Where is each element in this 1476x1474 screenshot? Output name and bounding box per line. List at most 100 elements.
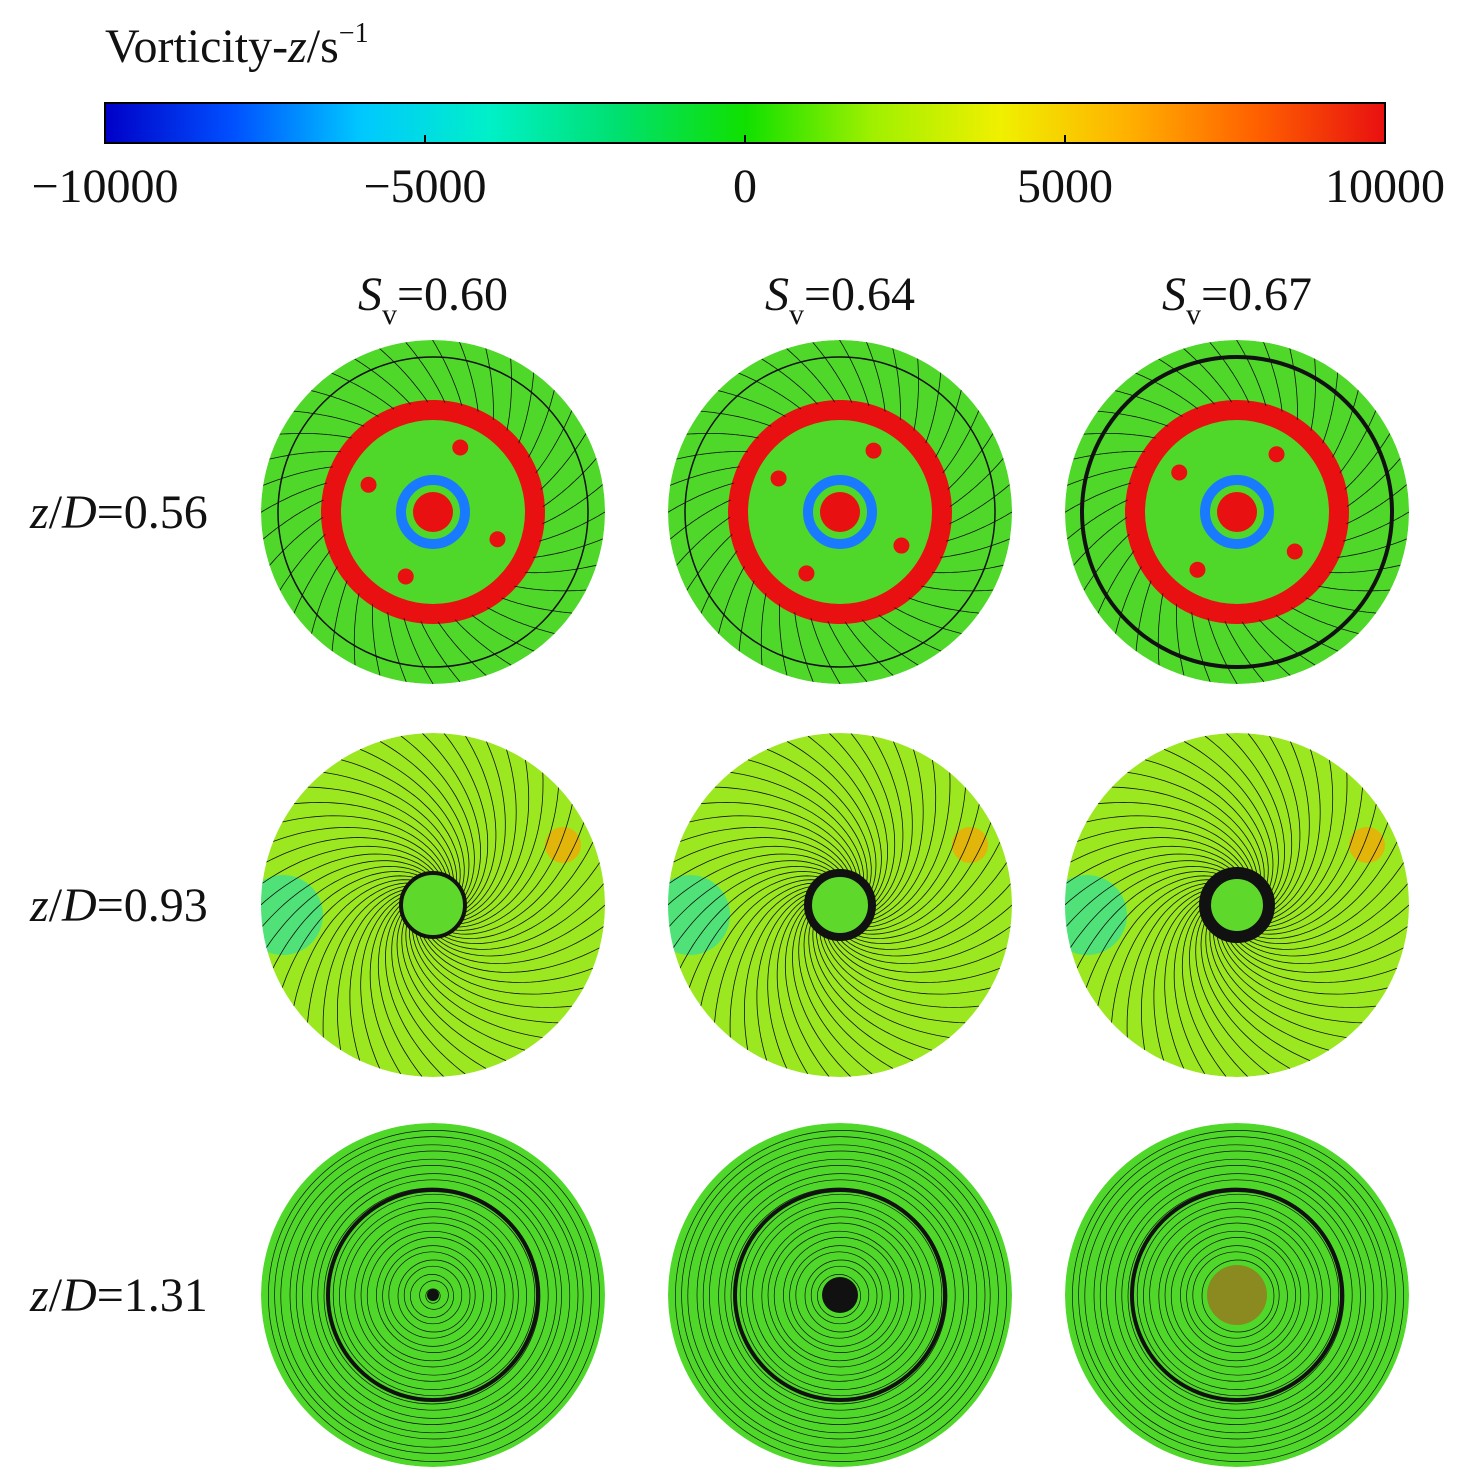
streamline [340,759,461,890]
red-blob [1286,543,1303,560]
symbol: S [358,268,382,321]
streamline [784,902,830,1077]
streamline [453,787,559,928]
streamline [293,410,365,427]
streamline-ring [339,1202,527,1390]
streamline [1247,841,1398,940]
streamline [669,860,837,927]
streamline [542,484,604,525]
streamline-ring [681,1136,999,1454]
streamline [857,804,980,931]
streamline [835,926,1011,965]
streamline [1240,883,1409,950]
streamline [894,607,962,634]
streamline [1189,906,1248,1077]
streamline-ring [323,1187,541,1405]
streamline [935,389,962,458]
streamline-ring [761,1216,921,1376]
streamline-ring [397,1259,471,1333]
streamline [669,499,731,540]
red-ring [1125,400,1349,624]
row-label: z/D=1.31 [29,1269,208,1322]
red-blob [1268,446,1285,463]
streamline [1097,801,1256,881]
streamline [1257,787,1363,928]
streamline [323,771,458,886]
streamline-ring [1164,1222,1310,1368]
streamline [354,358,411,405]
streamline [738,580,755,652]
streamline [738,372,802,410]
streamline [714,882,820,1023]
streamline [421,932,594,983]
streamline [307,786,454,884]
streamline [436,883,605,950]
streamline [676,516,731,566]
streamline [673,865,833,948]
contour-panel [668,340,1012,684]
streamline-ring [752,1208,926,1382]
streamline [1097,550,1135,614]
streamline [458,759,530,922]
streamline-ring [795,1251,883,1339]
streamline [863,772,951,925]
streamline [1144,759,1265,890]
label-variable: z [287,20,307,73]
streamline [1344,433,1391,490]
streamline-ring [810,1265,870,1325]
streamline-ring [332,1193,536,1397]
streamline [1164,895,1209,1069]
streamline [418,931,584,995]
streamline [729,885,817,1038]
streamline [443,841,594,940]
orange-patch [952,827,988,863]
streamline [668,853,841,906]
streamline-ring [345,1208,519,1382]
streamline [514,585,587,592]
value-text: =0.64 [804,268,915,321]
streamline [854,822,992,935]
streamline [1066,466,1137,486]
red-blob [397,568,414,585]
red-core [413,492,453,532]
slash: / [49,486,63,539]
subscript: v [382,298,397,331]
streamline [1195,910,1270,1075]
streamline [485,348,494,420]
streamline [396,914,487,1069]
red-core [1217,492,1257,532]
orange-patch [545,827,581,863]
streamline [829,733,889,904]
streamline [700,801,859,881]
streamline-ring [382,1245,484,1347]
streamline [689,815,855,879]
streamline [262,499,324,540]
streamline [827,621,868,683]
contour-panel [261,1123,605,1467]
streamline [1135,372,1199,410]
streamline [262,845,438,884]
streamline [1342,511,1409,542]
streamline [1115,390,1183,417]
streamline [1086,815,1252,879]
streamline-ring [1149,1208,1323,1382]
blue-ring [1200,475,1274,549]
streamline [506,358,512,431]
streamline [786,348,836,403]
colorbar-tick-label: 5000 [1017,160,1113,213]
symbol: S [1162,268,1186,321]
streamline [360,895,405,1069]
variable: z [29,1269,49,1322]
streamline [1258,619,1316,666]
streamline [359,748,465,893]
streamline [408,924,543,1038]
streamline-ring [360,1222,506,1368]
streamline [1216,926,1363,1024]
subscript: v [1186,298,1201,331]
streamline [807,735,882,900]
streamline [331,372,395,410]
value-text: =0.60 [397,268,508,321]
streamline [377,902,423,1077]
row-label: z/D=0.93 [29,879,208,932]
streamline-ring [804,1259,878,1333]
